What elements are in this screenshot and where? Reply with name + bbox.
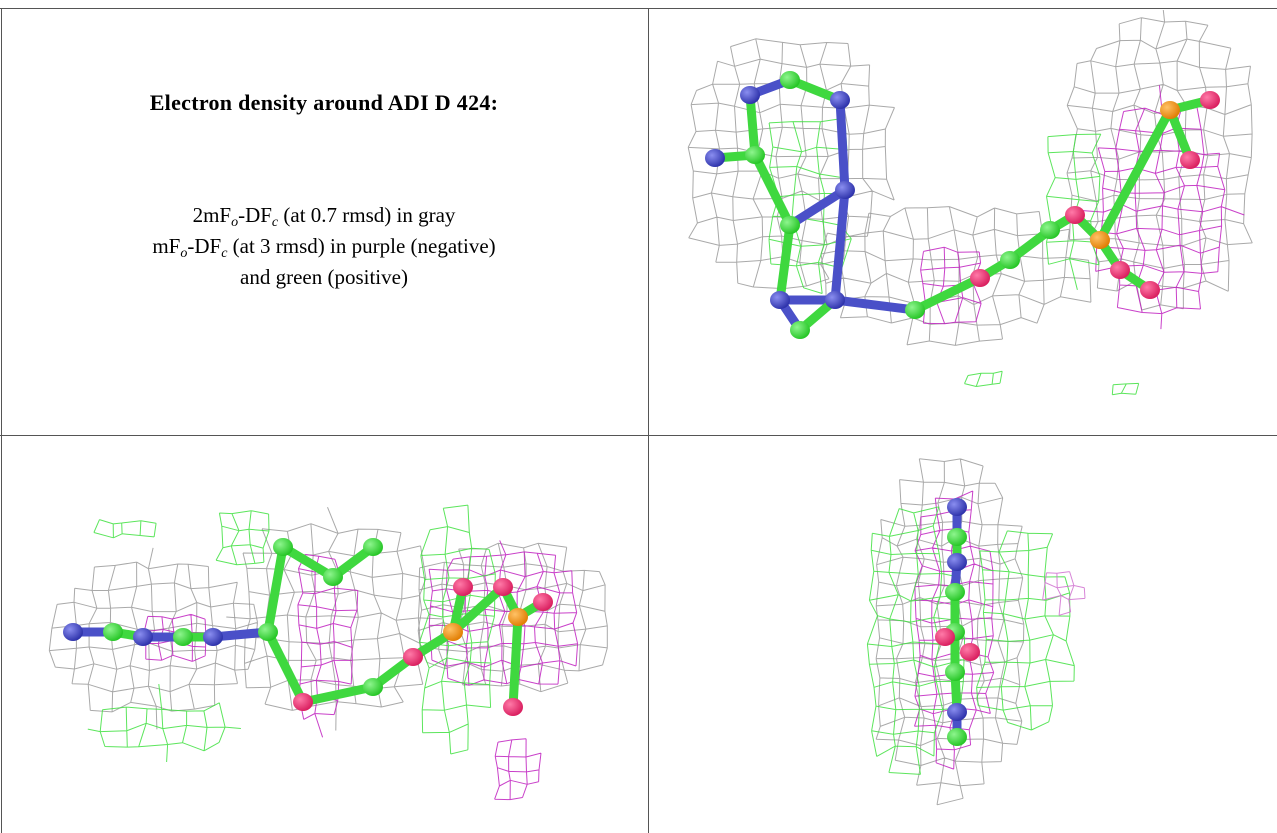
legend-line: mFo-DFc (at 3 rmsd) in purple (negative) — [0, 231, 648, 262]
mesh — [1112, 383, 1138, 394]
atom — [770, 291, 790, 309]
atom — [1000, 251, 1020, 269]
atom — [780, 71, 800, 89]
atom — [203, 628, 223, 646]
atom — [258, 623, 278, 641]
atom — [508, 608, 528, 626]
atom — [945, 583, 965, 601]
atom — [323, 568, 343, 586]
atom — [947, 728, 967, 746]
atom — [453, 578, 473, 596]
bond — [835, 300, 915, 310]
atom — [947, 498, 967, 516]
atom — [830, 91, 850, 109]
text: (at 3 rmsd) in purple (negative) — [227, 234, 495, 258]
mesh — [216, 511, 269, 565]
atom — [1180, 151, 1200, 169]
atom — [173, 628, 193, 646]
text: (at 0.7 rmsd) in gray — [278, 203, 455, 227]
bond — [1100, 110, 1170, 240]
mesh — [88, 684, 241, 762]
text: -DF — [238, 203, 272, 227]
table-border — [0, 435, 1277, 436]
atom — [780, 216, 800, 234]
atom — [960, 643, 980, 661]
atom — [825, 291, 845, 309]
table-border — [1, 8, 2, 833]
table-border — [0, 8, 1277, 9]
page: Electron density around ADI D 424: 2mFo-… — [0, 0, 1277, 833]
legend: 2mFo-DFc (at 0.7 rmsd) in gray mFo-DFc (… — [0, 200, 648, 293]
atom — [273, 538, 293, 556]
mesh — [1043, 572, 1085, 616]
atom — [935, 628, 955, 646]
title: Electron density around ADI D 424: — [0, 90, 648, 116]
atom — [1065, 206, 1085, 224]
atom — [1200, 91, 1220, 109]
atom — [1140, 281, 1160, 299]
legend-line: 2mFo-DFc (at 0.7 rmsd) in gray — [0, 200, 648, 231]
bond — [755, 155, 790, 225]
atom — [133, 628, 153, 646]
bond — [915, 278, 980, 310]
density-image — [3, 437, 647, 833]
mesh — [965, 371, 1003, 386]
atom — [103, 623, 123, 641]
text: 2mF — [193, 203, 232, 227]
atom — [1110, 261, 1130, 279]
atom — [293, 693, 313, 711]
atom — [63, 623, 83, 641]
atom — [363, 538, 383, 556]
atom — [443, 623, 463, 641]
atom — [905, 301, 925, 319]
atom — [403, 648, 423, 666]
bond — [835, 190, 845, 300]
atom — [1090, 231, 1110, 249]
atom — [745, 146, 765, 164]
atom — [947, 703, 967, 721]
text: mF — [152, 234, 180, 258]
atom — [945, 663, 965, 681]
bond — [750, 95, 755, 155]
mesh — [495, 739, 541, 800]
atom — [947, 553, 967, 571]
atom — [835, 181, 855, 199]
atom — [790, 321, 810, 339]
atom — [740, 86, 760, 104]
atom — [363, 678, 383, 696]
mesh — [94, 520, 156, 538]
table-border — [648, 8, 649, 833]
text: -DF — [187, 234, 221, 258]
bond — [268, 547, 283, 632]
atom — [503, 698, 523, 716]
atom — [970, 269, 990, 287]
density-image — [650, 437, 1277, 833]
legend-line: and green (positive) — [0, 262, 648, 293]
density-image — [650, 10, 1277, 434]
atom — [533, 593, 553, 611]
atom — [705, 149, 725, 167]
atom — [493, 578, 513, 596]
atom — [1040, 221, 1060, 239]
bond — [840, 100, 845, 190]
bond — [513, 617, 518, 707]
atom — [1160, 101, 1180, 119]
atom — [947, 528, 967, 546]
